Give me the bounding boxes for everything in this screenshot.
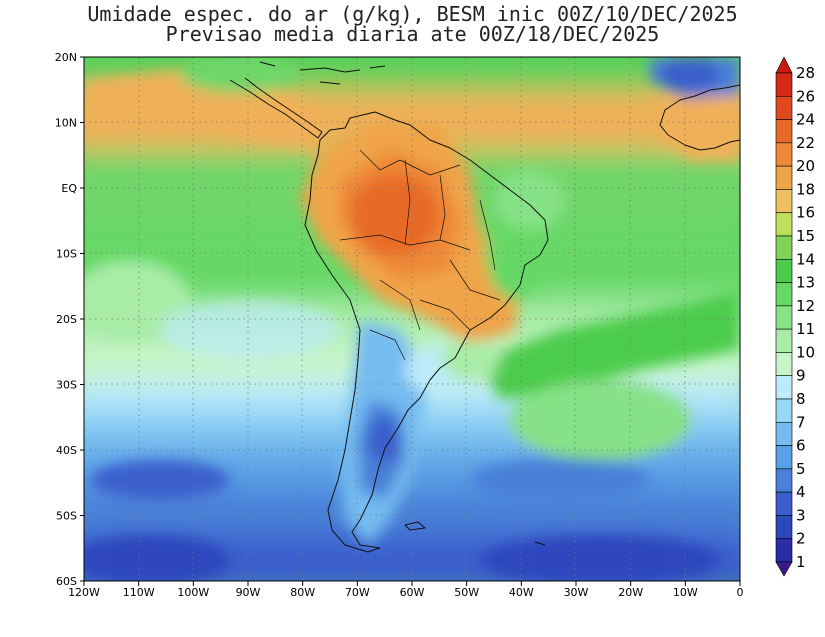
colorbar-label: 4 [796, 483, 806, 501]
colorbar-swatch [775, 398, 793, 423]
colorbar-label: 20 [796, 157, 815, 175]
colorbar-swatch [775, 142, 793, 167]
x-tick-label: 10W [673, 586, 698, 599]
map-title-line2: Previsao media diaria ate 00Z/18/DEC/202… [165, 22, 660, 46]
colorbar-label: 15 [796, 227, 815, 245]
colorbar-swatch [775, 282, 793, 307]
colorbar-swatch [775, 375, 793, 400]
colorbar-swatch [775, 235, 793, 260]
x-axis: 120W 110W 100W 90W 80W 70W 60W 50W 40W 30W 20W 10W 0 [68, 581, 744, 599]
x-tick-label: 20W [618, 586, 643, 599]
colorbar-label: 11 [796, 320, 815, 338]
y-tick-label: EQ [61, 182, 77, 195]
colorbar-swatch [775, 445, 793, 470]
colorbar-label: 3 [796, 506, 806, 524]
colorbar-label: 18 [796, 180, 815, 198]
africa-outline [659, 84, 740, 151]
x-tick-label: 70W [345, 586, 370, 599]
colorbar-max-arrow [775, 56, 793, 74]
x-tick-label: 110W [123, 586, 155, 599]
colorbar-label: 14 [796, 250, 815, 268]
map-title-line1: Umidade espec. do ar (g/kg), BESM inic 0… [87, 2, 738, 26]
x-tick-label: 40W [509, 586, 534, 599]
falklands-outline [404, 521, 426, 531]
colorbar-label: 9 [796, 367, 806, 385]
colorbar-swatch [775, 468, 793, 493]
colorbar-swatch [775, 328, 793, 353]
colorbar-label: 2 [796, 530, 806, 548]
y-tick-label: 50S [56, 510, 77, 523]
colorbar-label: 1 [796, 553, 806, 571]
colorbar-swatch [775, 212, 793, 237]
x-tick-label: 120W [68, 586, 100, 599]
south-georgia-outline [534, 541, 546, 546]
colorbar-label: 7 [796, 413, 806, 431]
y-tick-label: 10S [56, 248, 77, 261]
x-tick-label: 0 [737, 586, 744, 599]
colorbar-label: 10 [796, 343, 815, 361]
colorbar-swatch [775, 305, 793, 330]
colorbar-swatch [775, 515, 793, 540]
y-axis: 20N 10N EQ 10S 20S 30S 40S 50S 60S [55, 51, 84, 588]
x-tick-label: 50W [454, 586, 479, 599]
colorbar-label: 26 [796, 87, 815, 105]
x-tick-label: 100W [177, 586, 209, 599]
y-tick-label: 10N [55, 117, 77, 130]
colorbar-label: 28 [796, 64, 815, 82]
y-tick-label: 30S [56, 379, 77, 392]
colorbar-swatch [775, 538, 793, 563]
x-tick-label: 30W [564, 586, 589, 599]
y-tick-label: 20S [56, 313, 77, 326]
colorbar-label: 6 [796, 437, 806, 455]
x-tick-label: 60W [400, 586, 425, 599]
colorbar-label: 13 [796, 274, 815, 292]
humidity-field [84, 57, 740, 581]
colorbar-swatch [775, 352, 793, 377]
x-tick-label: 90W [236, 586, 261, 599]
colorbar-label: 8 [796, 390, 806, 408]
south-america-outline [304, 111, 549, 553]
y-tick-label: 40S [56, 444, 77, 457]
y-tick-label: 60S [56, 575, 77, 588]
x-tick-label: 80W [290, 586, 315, 599]
colorbar-swatch [775, 95, 793, 120]
brazil-states-outline [339, 149, 501, 361]
colorbar-label: 12 [796, 297, 815, 315]
colorbar-swatch [775, 189, 793, 214]
colorbar-label: 24 [796, 111, 815, 129]
colorbar-swatch [775, 119, 793, 144]
colorbar-label: 16 [796, 204, 815, 222]
colorbar-swatch [775, 421, 793, 446]
central-america-outline [229, 77, 323, 139]
colorbar-swatch [775, 165, 793, 190]
colorbar-label: 5 [796, 460, 806, 478]
colorbar-min-arrow [775, 561, 793, 577]
colorbar-swatch [775, 258, 793, 283]
colorbar-swatch [775, 72, 793, 97]
caribbean-outline [259, 61, 386, 85]
colorbar-label: 22 [796, 134, 815, 152]
y-tick-label: 20N [55, 51, 77, 64]
colorbar-swatch [775, 491, 793, 516]
